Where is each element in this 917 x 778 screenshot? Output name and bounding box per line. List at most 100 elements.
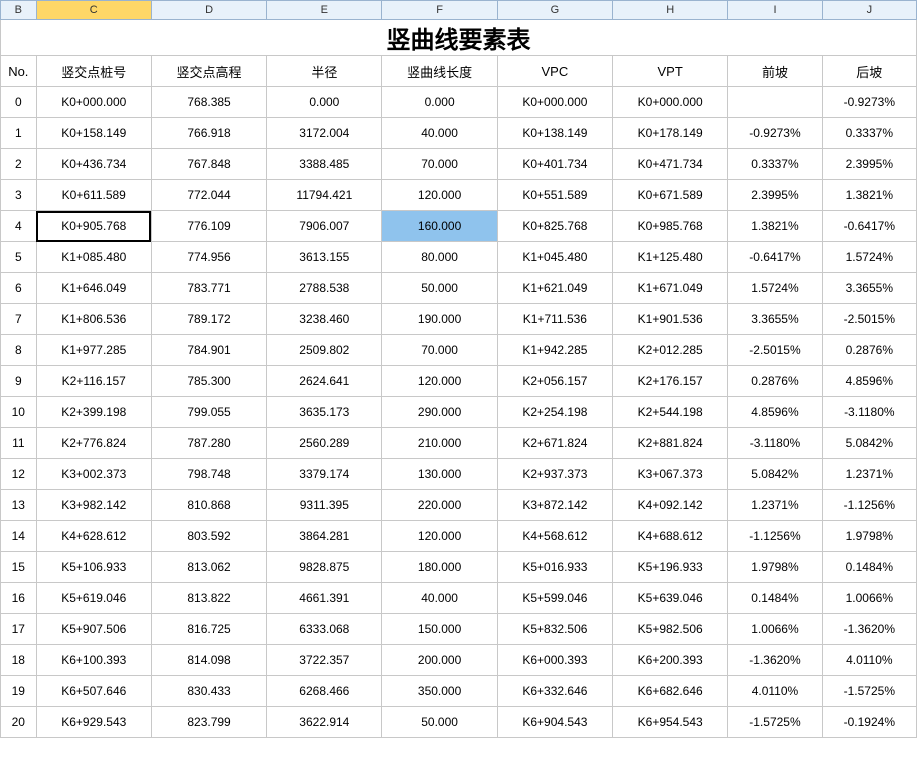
row-number-cell[interactable]: 20 [1,707,37,738]
data-cell[interactable]: -0.9273% [728,118,822,149]
row-number-cell[interactable]: 18 [1,645,37,676]
table-header-cell[interactable]: 竖交点高程 [151,56,266,87]
data-cell[interactable]: K1+942.285 [497,335,612,366]
data-cell[interactable]: K0+471.734 [613,149,728,180]
data-cell[interactable]: 0.000 [382,87,497,118]
data-cell[interactable]: K5+982.506 [613,614,728,645]
data-cell[interactable]: 2560.289 [267,428,382,459]
data-cell[interactable]: 2788.538 [267,273,382,304]
data-cell[interactable]: K2+012.285 [613,335,728,366]
data-cell[interactable]: K0+671.589 [613,180,728,211]
data-cell[interactable]: K1+901.536 [613,304,728,335]
data-cell[interactable]: K3+872.142 [497,490,612,521]
data-cell[interactable]: K5+196.933 [613,552,728,583]
data-cell[interactable]: -0.1924% [822,707,916,738]
data-cell[interactable]: 2.3995% [822,149,916,180]
data-cell[interactable]: 180.000 [382,552,497,583]
data-cell[interactable]: 787.280 [151,428,266,459]
data-cell[interactable]: K6+904.543 [497,707,612,738]
row-number-cell[interactable]: 10 [1,397,37,428]
table-header-cell[interactable]: 竖交点桩号 [36,56,151,87]
col-header-E[interactable]: E [267,1,382,20]
data-cell[interactable]: 3613.155 [267,242,382,273]
data-cell[interactable]: 1.2371% [822,459,916,490]
data-cell[interactable]: 767.848 [151,149,266,180]
data-cell[interactable]: K0+000.000 [497,87,612,118]
data-cell[interactable]: K6+929.543 [36,707,151,738]
data-cell[interactable]: 5.0842% [728,459,822,490]
data-cell[interactable]: 130.000 [382,459,497,490]
data-cell[interactable]: 350.000 [382,676,497,707]
data-cell[interactable]: K1+806.536 [36,304,151,335]
data-cell[interactable]: 4661.391 [267,583,382,614]
data-cell[interactable]: 9828.875 [267,552,382,583]
data-cell[interactable]: K6+682.646 [613,676,728,707]
data-cell[interactable]: 4.0110% [822,645,916,676]
data-cell[interactable]: 150.000 [382,614,497,645]
data-cell[interactable]: 40.000 [382,118,497,149]
data-cell[interactable]: K4+688.612 [613,521,728,552]
data-cell[interactable]: 50.000 [382,707,497,738]
data-cell[interactable]: 3388.485 [267,149,382,180]
data-cell[interactable]: 120.000 [382,366,497,397]
data-cell[interactable]: 1.5724% [822,242,916,273]
data-cell[interactable]: -0.6417% [822,211,916,242]
data-cell[interactable]: 4.8596% [822,366,916,397]
data-cell[interactable]: -0.9273% [822,87,916,118]
data-cell[interactable]: -0.6417% [728,242,822,273]
data-cell[interactable]: K4+568.612 [497,521,612,552]
data-cell[interactable]: 70.000 [382,335,497,366]
data-cell[interactable]: K1+085.480 [36,242,151,273]
data-cell[interactable]: K3+067.373 [613,459,728,490]
data-cell[interactable]: K1+977.285 [36,335,151,366]
data-cell[interactable]: 9311.395 [267,490,382,521]
data-cell[interactable]: 823.799 [151,707,266,738]
data-cell[interactable]: K6+507.646 [36,676,151,707]
data-cell[interactable]: 70.000 [382,149,497,180]
row-number-cell[interactable]: 11 [1,428,37,459]
data-cell[interactable]: 4.8596% [728,397,822,428]
data-cell[interactable]: -1.3620% [728,645,822,676]
data-cell[interactable]: 3635.173 [267,397,382,428]
data-cell[interactable]: 11794.421 [267,180,382,211]
row-number-cell[interactable]: 17 [1,614,37,645]
data-cell[interactable]: K1+045.480 [497,242,612,273]
data-cell[interactable]: 220.000 [382,490,497,521]
data-cell[interactable]: 789.172 [151,304,266,335]
data-cell[interactable]: -1.5725% [728,707,822,738]
col-header-J[interactable]: J [822,1,916,20]
data-cell[interactable]: 80.000 [382,242,497,273]
row-number-cell[interactable]: 13 [1,490,37,521]
data-cell[interactable]: -2.5015% [822,304,916,335]
data-cell[interactable]: 816.725 [151,614,266,645]
data-cell[interactable]: 768.385 [151,87,266,118]
data-cell[interactable]: K3+002.373 [36,459,151,490]
data-cell[interactable]: K0+985.768 [613,211,728,242]
data-cell[interactable]: 0.1484% [822,552,916,583]
data-cell[interactable]: 1.3821% [728,211,822,242]
table-header-cell[interactable]: 前坡 [728,56,822,87]
col-header-C[interactable]: C [36,1,151,20]
data-cell[interactable]: 783.771 [151,273,266,304]
data-cell[interactable]: -1.1256% [822,490,916,521]
data-cell[interactable]: 0.000 [267,87,382,118]
table-header-cell[interactable]: 竖曲线长度 [382,56,497,87]
data-cell[interactable]: K2+254.198 [497,397,612,428]
data-cell[interactable]: 3172.004 [267,118,382,149]
col-header-H[interactable]: H [613,1,728,20]
data-cell[interactable]: 803.592 [151,521,266,552]
table-header-cell[interactable]: 后坡 [822,56,916,87]
data-cell[interactable]: 814.098 [151,645,266,676]
data-cell[interactable]: K0+436.734 [36,149,151,180]
data-cell[interactable]: K2+399.198 [36,397,151,428]
row-number-cell[interactable]: 3 [1,180,37,211]
data-cell[interactable]: K0+158.149 [36,118,151,149]
data-cell[interactable]: K5+639.046 [613,583,728,614]
data-cell[interactable]: K1+621.049 [497,273,612,304]
data-cell[interactable]: K1+125.480 [613,242,728,273]
data-cell[interactable]: -1.3620% [822,614,916,645]
data-cell[interactable]: 3238.460 [267,304,382,335]
data-cell[interactable]: 120.000 [382,180,497,211]
data-cell[interactable]: K1+646.049 [36,273,151,304]
col-header-D[interactable]: D [151,1,266,20]
